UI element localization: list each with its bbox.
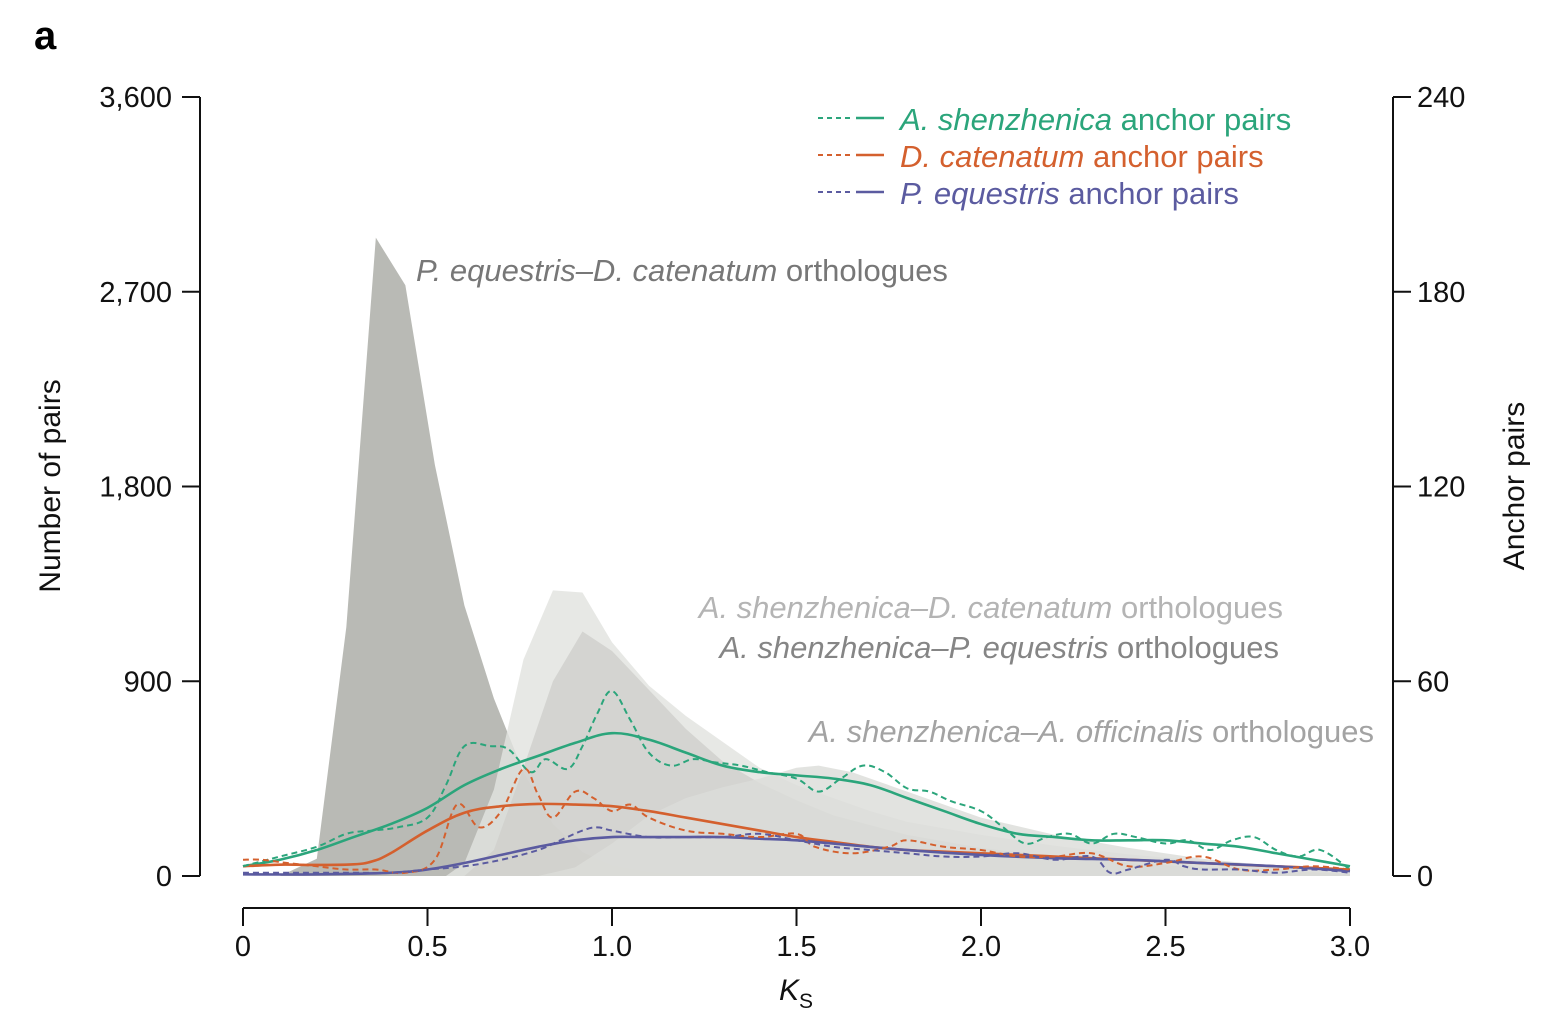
x-tick-label: 2.0 bbox=[961, 931, 1001, 963]
y-right-tick-label: 120 bbox=[1417, 472, 1465, 504]
y-right-tick-label: 180 bbox=[1417, 277, 1465, 309]
y-left-tick-label: 3,600 bbox=[99, 82, 172, 114]
y-left-tick-label: 900 bbox=[124, 666, 172, 698]
ortholog-labels: P. equestris–D. catenatum orthologues A. … bbox=[416, 253, 1374, 749]
label-as-ao: A. shenzhenica–A. officinalis orthologue… bbox=[807, 714, 1374, 749]
y-right-tick-label: 60 bbox=[1417, 666, 1449, 698]
area-as-ao bbox=[243, 765, 1350, 876]
legend-label: D. catenatum anchor pairs bbox=[900, 139, 1264, 174]
label-as-dc: A. shenzhenica–D. catenatum orthologues bbox=[697, 590, 1283, 625]
x-tick-label: 0.5 bbox=[407, 931, 447, 963]
fit-line-0 bbox=[242, 731, 1351, 868]
label-as-pe: A. shenzhenica–P. equestris orthologues bbox=[717, 630, 1279, 665]
y-left-tick-label: 2,700 bbox=[99, 277, 172, 309]
x-tick-label: 1.0 bbox=[592, 931, 632, 963]
area-as-pe bbox=[243, 631, 1350, 876]
raw-line-0 bbox=[242, 689, 1351, 871]
raw-line-2 bbox=[242, 826, 1351, 875]
area-pe-dc bbox=[243, 237, 1350, 876]
y-left-tick-label: 0 bbox=[156, 861, 172, 893]
ortholog-areas bbox=[243, 237, 1350, 876]
legend-label: A. shenzhenica anchor pairs bbox=[898, 102, 1291, 137]
y-right-tick-label: 240 bbox=[1417, 82, 1465, 114]
y-left-tick-label: 1,800 bbox=[99, 472, 172, 504]
label-pe-dc: P. equestris–D. catenatum orthologues bbox=[416, 253, 948, 288]
y-right-axis-label: Anchor pairs bbox=[1498, 402, 1531, 570]
x-tick-label: 1.5 bbox=[776, 931, 816, 963]
anchor-raw-lines bbox=[242, 689, 1351, 875]
x-tick-label: 0 bbox=[235, 931, 251, 963]
x-tick-label: 2.5 bbox=[1145, 931, 1185, 963]
x-tick-label: 3.0 bbox=[1330, 931, 1370, 963]
axes: 0 900 1,800 2,700 3,600 0 60 120 180 240 0 0.5 1.0 1.… bbox=[34, 82, 1531, 1013]
y-left-axis-label: Number of pairs bbox=[34, 379, 67, 592]
x-axis-label: KS bbox=[779, 974, 813, 1013]
y-right-tick-label: 0 bbox=[1417, 861, 1433, 893]
legend-label: P. equestris anchor pairs bbox=[900, 176, 1239, 211]
panel-label: a bbox=[34, 14, 57, 58]
